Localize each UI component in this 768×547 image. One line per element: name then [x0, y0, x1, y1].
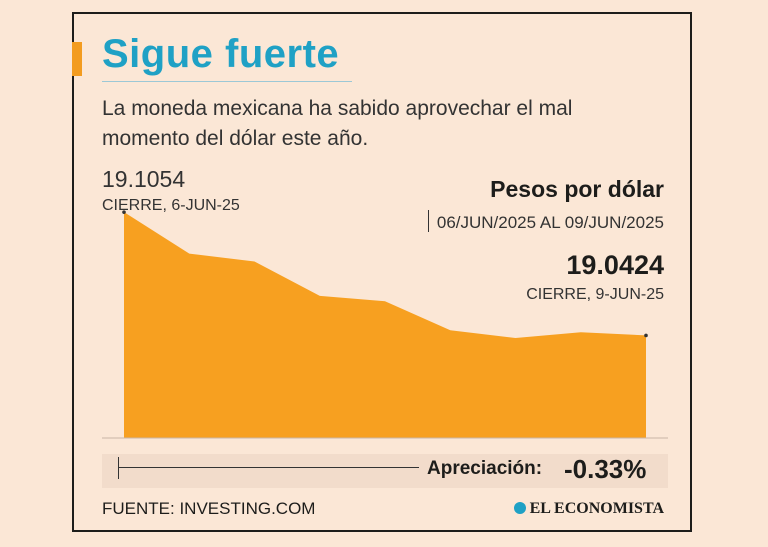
- start-marker: [122, 210, 126, 214]
- brand-logo: EL ECONOMISTA: [513, 500, 664, 518]
- end-label: CIERRE, 9-JUN-25: [526, 286, 664, 303]
- area-series: [124, 212, 646, 438]
- start-label: CIERRE, 6-JUN-25: [102, 197, 240, 214]
- series-title: Pesos por dólar: [490, 176, 664, 202]
- end-value: 19.0424: [566, 250, 664, 280]
- title-divider: [102, 81, 352, 82]
- start-value: 19.1054: [102, 166, 186, 192]
- date-range-divider: [427, 210, 429, 232]
- brand-icon: [513, 502, 526, 514]
- infographic-card: Sigue fuerte La moneda mexicana ha sabid…: [72, 12, 692, 532]
- change-tick: [118, 457, 119, 479]
- accent-bar: [72, 42, 82, 76]
- end-marker: [644, 333, 648, 338]
- source-note: FUENTE: INVESTING.COM: [102, 499, 316, 518]
- change-line: [119, 467, 419, 468]
- brand-name: EL ECONOMISTA: [529, 500, 664, 517]
- chart-title: Sigue fuerte: [102, 32, 340, 76]
- change-value: -0.33%: [564, 454, 647, 484]
- date-range: 06/JUN/2025 AL 09/JUN/2025: [427, 210, 664, 233]
- change-band: [102, 454, 668, 488]
- date-range-text: 06/JUN/2025 AL 09/JUN/2025: [436, 213, 664, 232]
- area-chart: [102, 210, 668, 439]
- chart-subtitle: La moneda mexicana ha sabido aprovechar …: [102, 97, 573, 150]
- change-label: Apreciación:: [427, 458, 543, 479]
